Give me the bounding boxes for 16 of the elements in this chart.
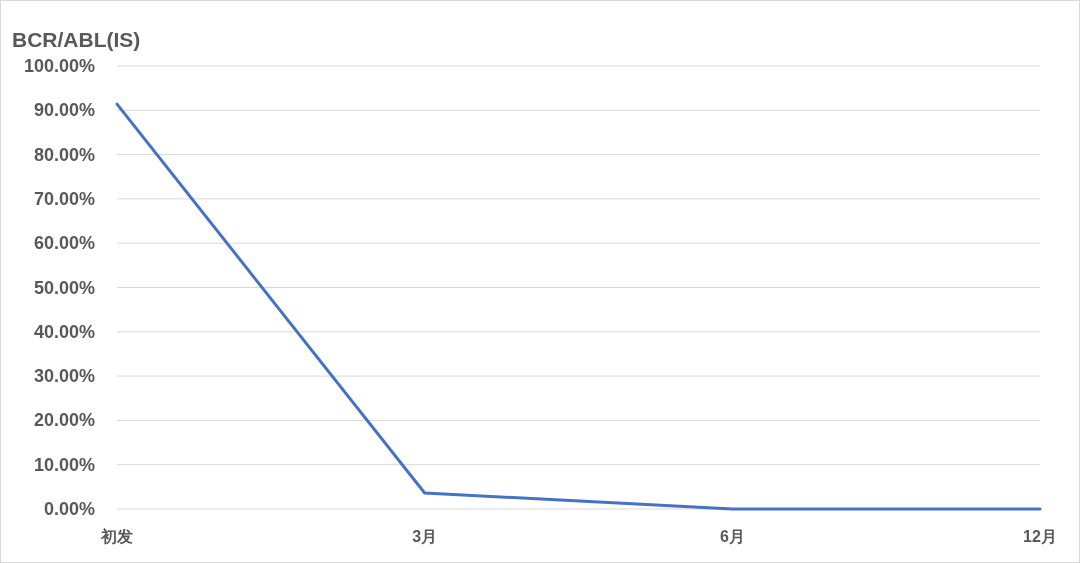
y-tick-label: 0.00%	[43, 499, 95, 519]
y-tick-label: 80.00%	[33, 144, 95, 165]
y-tick-label: 100.00%	[23, 56, 95, 76]
x-tick-label: 12月	[1023, 528, 1057, 545]
x-tick-label: 初发	[100, 528, 133, 545]
y-tick-label: 50.00%	[33, 277, 95, 298]
y-tick-label: 40.00%	[33, 321, 95, 342]
y-tick-label: 30.00%	[33, 366, 95, 387]
x-tick-label: 6月	[719, 528, 745, 545]
y-tick-label: 60.00%	[33, 233, 95, 254]
y-tick-label: 10.00%	[33, 454, 95, 475]
x-tick-label: 3月	[412, 528, 438, 545]
y-tick-label: 20.00%	[33, 410, 95, 431]
y-tick-label: 70.00%	[33, 188, 95, 209]
y-axis-title: BCR/ABL(IS)	[12, 28, 141, 51]
y-tick-label: 90.00%	[33, 100, 95, 121]
